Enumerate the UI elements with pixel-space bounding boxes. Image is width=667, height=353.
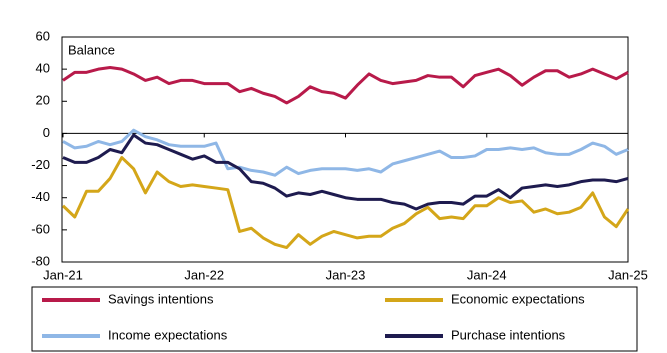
x-tick-label: Jan-24 <box>467 267 507 282</box>
x-tick-label: Jan-21 <box>43 267 83 282</box>
legend-label: Purchase intentions <box>451 327 566 342</box>
series-line <box>62 128 629 177</box>
annotation: Balance <box>68 42 115 57</box>
y-tick-label: -40 <box>31 189 50 204</box>
y-tick-label: 20 <box>36 93 50 108</box>
y-tick-label: -20 <box>31 157 50 172</box>
x-tick-label: Jan-23 <box>326 267 366 282</box>
y-tick-label: 40 <box>36 61 50 76</box>
x-tick-label: Jan-22 <box>184 267 224 282</box>
y-tick-label: -80 <box>31 253 50 268</box>
series-line <box>61 156 630 250</box>
y-tick-label: 60 <box>36 28 50 43</box>
legend-label: Economic expectations <box>451 291 585 306</box>
y-tick-label: 0 <box>43 125 50 140</box>
y-tick-label: -60 <box>31 221 50 236</box>
series-line <box>62 66 629 105</box>
legend-frame <box>31 286 638 352</box>
x-tick-label: Jan-25 <box>608 267 648 282</box>
legend-label: Savings intentions <box>108 291 214 306</box>
series-line <box>62 133 629 211</box>
legend-label: Income expectations <box>108 327 228 342</box>
